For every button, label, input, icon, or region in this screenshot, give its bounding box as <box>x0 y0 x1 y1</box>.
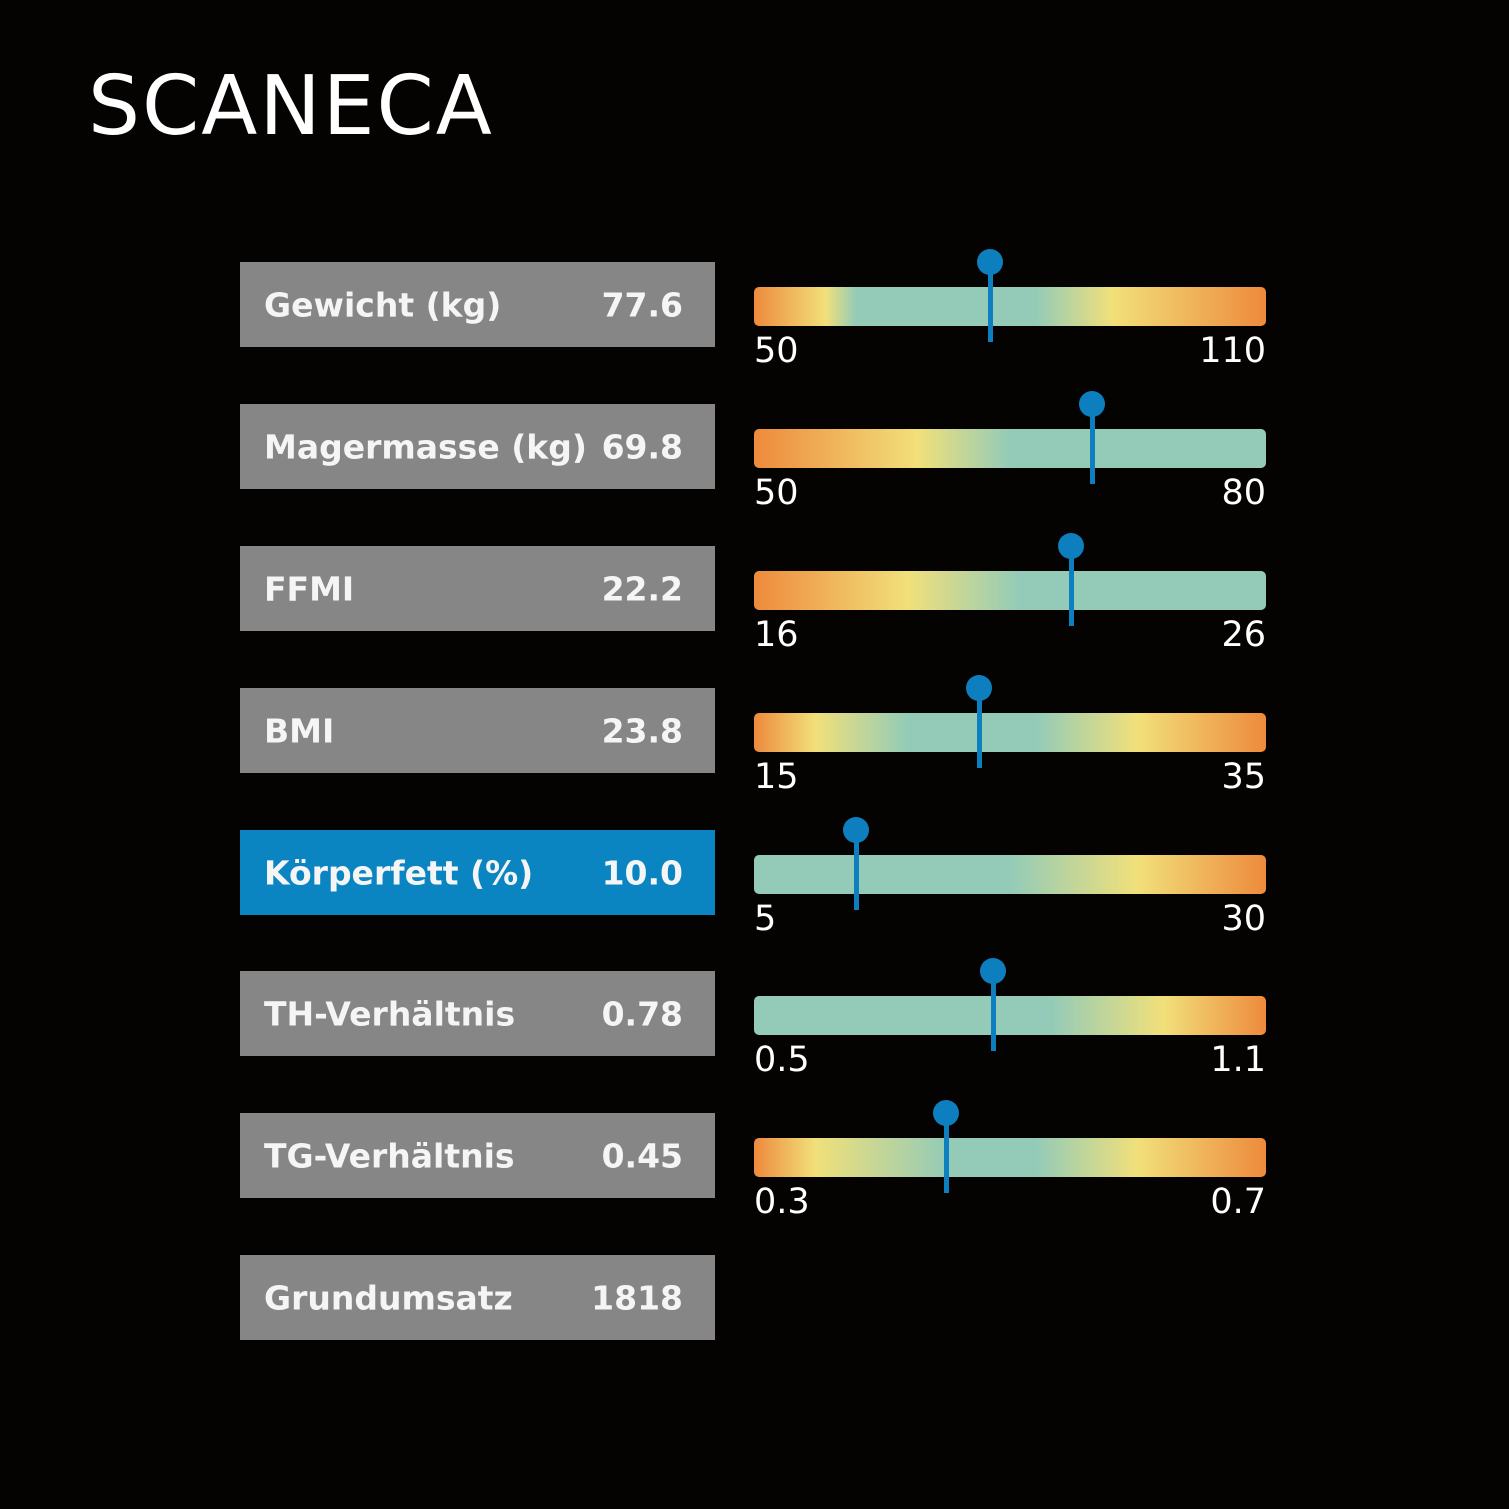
metric-value: 10.0 <box>601 853 683 892</box>
metric-label: Gewicht (kg) <box>264 285 502 324</box>
metric-row: Gewicht (kg) 77.6 50 110 <box>0 249 1509 369</box>
gauge-marker-stem <box>990 971 996 1051</box>
gauge-min-label: 15 <box>754 757 799 797</box>
metric-value: 0.78 <box>601 994 683 1033</box>
metric-row: BMI 23.8 15 35 <box>0 675 1509 795</box>
gauge-gradient-bar <box>754 996 1266 1035</box>
gauge-max-label: 30 <box>1221 899 1266 939</box>
gauge-marker-stem <box>1069 546 1075 626</box>
gauge-gradient-bar <box>754 287 1266 326</box>
metric-row: TH-Verhältnis 0.78 0.5 1.1 <box>0 958 1509 1078</box>
metric-label: TG-Verhältnis <box>264 1136 515 1175</box>
range-gauge: 0.3 0.7 <box>754 1100 1266 1253</box>
gauge-min-label: 16 <box>754 615 799 655</box>
gauge-gradient-bar <box>754 855 1266 894</box>
gauge-marker-pin-icon <box>1078 391 1105 417</box>
range-gauge: 5 30 <box>754 817 1266 970</box>
range-gauge: 0.5 1.1 <box>754 958 1266 1111</box>
metric-box: TG-Verhältnis 0.45 <box>240 1113 715 1198</box>
range-gauge: 16 26 <box>754 533 1266 686</box>
metric-row: Körperfett (%) 10.0 5 30 <box>0 817 1509 937</box>
gauge-gradient-bar <box>754 429 1266 468</box>
gauge-marker-pin-icon <box>933 1100 959 1126</box>
gauge-marker-pin-icon <box>976 249 1003 275</box>
metric-label: TH-Verhältnis <box>264 994 516 1033</box>
metric-box: FFMI 22.2 <box>240 546 715 631</box>
gauge-min-label: 0.5 <box>754 1040 810 1080</box>
gauge-min-label: 0.3 <box>754 1182 810 1222</box>
gauge-max-label: 1.1 <box>1210 1040 1266 1080</box>
metric-row: Magermasse (kg) 69.8 50 80 <box>0 391 1509 511</box>
metric-row: FFMI 22.2 16 26 <box>0 533 1509 653</box>
gauge-gradient-bar <box>754 1138 1266 1177</box>
range-gauge: 15 35 <box>754 675 1266 828</box>
metric-box: BMI 23.8 <box>240 688 715 773</box>
gauge-marker-stem <box>977 688 983 768</box>
range-gauge: 50 80 <box>754 391 1266 544</box>
metric-row: Grundumsatz 1818 <box>0 1255 1509 1355</box>
gauge-max-label: 0.7 <box>1210 1182 1266 1222</box>
gauge-marker-pin-icon <box>1058 533 1085 559</box>
brand-logo: SCANECA <box>88 59 494 154</box>
gauge-marker-stem <box>854 830 860 910</box>
metric-value: 69.8 <box>601 427 683 466</box>
metric-value: 22.2 <box>601 569 683 608</box>
gauge-gradient-bar <box>754 571 1266 610</box>
metric-box: TH-Verhältnis 0.78 <box>240 971 715 1056</box>
metric-label: Magermasse (kg) <box>264 427 587 466</box>
gauge-gradient-bar <box>754 713 1266 752</box>
gauge-max-label: 80 <box>1221 473 1266 513</box>
gauge-min-label: 5 <box>754 899 777 939</box>
gauge-marker-stem <box>987 262 993 342</box>
gauge-min-label: 50 <box>754 473 799 513</box>
gauge-marker-pin-icon <box>966 675 993 701</box>
metric-label: Körperfett (%) <box>264 853 534 892</box>
metric-label: FFMI <box>264 569 355 608</box>
metric-box: Magermasse (kg) 69.8 <box>240 404 715 489</box>
metric-value: 23.8 <box>601 711 683 750</box>
gauge-marker-stem <box>1089 404 1095 484</box>
gauge-max-label: 35 <box>1221 757 1266 797</box>
gauge-max-label: 110 <box>1199 331 1266 371</box>
gauge-marker-stem <box>944 1113 949 1193</box>
gauge-marker-pin-icon <box>979 958 1006 984</box>
gauge-min-label: 50 <box>754 331 799 371</box>
gauge-marker-pin-icon <box>843 817 870 843</box>
metric-value: 77.6 <box>601 285 683 324</box>
gauge-max-label: 26 <box>1221 615 1266 655</box>
metric-box: Körperfett (%) 10.0 <box>240 830 715 915</box>
metric-value: 1818 <box>591 1278 683 1317</box>
metric-label: Grundumsatz <box>264 1278 513 1317</box>
metric-box: Grundumsatz 1818 <box>240 1255 715 1340</box>
metric-box: Gewicht (kg) 77.6 <box>240 262 715 347</box>
metric-value: 0.45 <box>601 1136 683 1175</box>
metric-row: TG-Verhältnis 0.45 0.3 0.7 <box>0 1100 1509 1220</box>
range-gauge: 50 110 <box>754 249 1266 402</box>
metric-label: BMI <box>264 711 335 750</box>
